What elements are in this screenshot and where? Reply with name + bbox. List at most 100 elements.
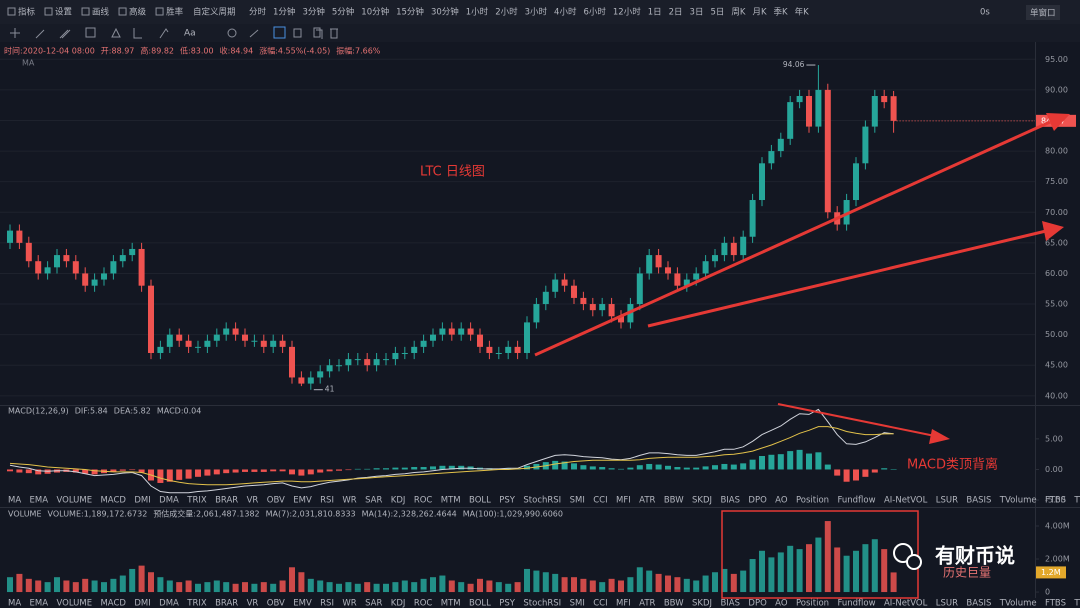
period-button[interactable]: 1分钟 [273, 7, 295, 18]
period-button[interactable]: 年K [795, 7, 810, 18]
indicator-tab[interactable]: DPO [748, 496, 767, 506]
indicator-tab[interactable]: OBV [267, 599, 285, 608]
indicator-tab[interactable]: ATR [639, 599, 655, 608]
indicator-tab[interactable]: MFI [616, 496, 631, 506]
indicator-tab[interactable]: PSY [499, 496, 516, 506]
indicator-tab[interactable]: SKDJ [692, 496, 712, 506]
period-button[interactable]: 5日 [710, 8, 724, 18]
indicator-tab[interactable]: AO [775, 599, 788, 608]
indicator-tab[interactable]: DMA [159, 496, 179, 506]
period-button[interactable]: 15分钟 [396, 7, 424, 18]
indicator-tab[interactable]: AI-NetVOL [884, 496, 928, 506]
period-button[interactable]: 6小时 [583, 7, 606, 18]
indicator-tab[interactable]: FTBS [1045, 496, 1066, 506]
period-button[interactable]: 3分钟 [302, 7, 324, 18]
indicator-tab[interactable]: KDJ [391, 599, 406, 608]
indicator-tab[interactable]: SAR [365, 496, 382, 506]
indicator-tab[interactable]: MTM [441, 496, 461, 506]
period-button[interactable]: 2日 [669, 8, 683, 18]
indicator-tab[interactable]: DMA [159, 599, 179, 608]
indicator-tab[interactable]: SKDJ [692, 599, 712, 608]
indicator-tab[interactable]: StochRSI [523, 599, 561, 608]
toolbar-icon[interactable] [118, 7, 127, 16]
toolbar-item[interactable]: 指标 [18, 7, 36, 18]
indicator-tab[interactable]: BBW [664, 496, 684, 506]
indicator-tab[interactable]: EMA [30, 496, 49, 506]
period-button[interactable]: 季K [774, 7, 789, 18]
drawing-tools[interactable] [10, 26, 338, 39]
custom-period[interactable]: 自定义周期 [193, 7, 236, 18]
indicator-tab[interactable]: BASIS [966, 496, 991, 506]
indicator-tab[interactable]: TRIX [186, 599, 207, 608]
toolbar-icon[interactable] [7, 7, 16, 16]
indicator-tab[interactable]: Fundflow [837, 599, 875, 608]
indicator-tab[interactable]: MA [8, 496, 21, 506]
indicator-tab[interactable]: MACD [100, 496, 126, 506]
indicator-tab[interactable]: SMI [570, 496, 585, 506]
toolbar-item[interactable]: 胜率 [166, 7, 184, 18]
indicator-tab[interactable]: TTSI [1073, 496, 1080, 506]
period-button[interactable]: 30分钟 [431, 7, 459, 18]
indicator-tab[interactable]: DPO [748, 599, 767, 608]
period-button[interactable]: 分时 [249, 7, 267, 18]
indicator-tab[interactable]: SAR [365, 599, 382, 608]
period-button[interactable]: 1小时 [466, 7, 489, 18]
period-button[interactable]: 10分钟 [361, 7, 389, 18]
indicator-tab[interactable]: MTM [441, 599, 461, 608]
indicator-tab[interactable]: MACD [100, 599, 126, 608]
indicator-tab[interactable]: BRAR [215, 599, 238, 608]
toolbar-icon[interactable] [81, 7, 90, 16]
indicator-tab[interactable]: BOLL [469, 599, 491, 608]
indicator-tab[interactable]: ROC [414, 599, 433, 608]
indicator-tab[interactable]: FTBS [1045, 599, 1066, 608]
toolbar-item[interactable]: 画线 [92, 7, 110, 18]
period-button[interactable]: 3小时 [525, 7, 548, 18]
period-button[interactable]: 12小时 [613, 7, 641, 18]
indicator-tab[interactable]: RSI [320, 496, 334, 506]
indicator-tab[interactable]: ATR [639, 496, 655, 506]
period-button[interactable]: 2小时 [495, 7, 518, 18]
indicator-tab[interactable]: WR [342, 599, 356, 608]
indicator-tab[interactable]: TRIX [186, 496, 207, 506]
indicator-tab[interactable]: KDJ [391, 496, 406, 506]
indicator-tab[interactable]: BIAS [720, 496, 740, 506]
period-button[interactable]: 5分钟 [332, 7, 354, 18]
window-button-bg[interactable] [1026, 5, 1060, 20]
indicator-tab[interactable]: WR [342, 496, 356, 506]
indicator-tab[interactable]: LSUR [936, 599, 958, 608]
toolbar-icon[interactable] [44, 7, 53, 16]
indicator-tab[interactable]: TVolume [999, 599, 1037, 608]
text-tool[interactable]: Aa [184, 29, 196, 39]
indicator-tab[interactable]: BIAS [720, 599, 740, 608]
indicator-tab[interactable]: CCI [593, 599, 607, 608]
indicator-tab[interactable]: TVolume [999, 496, 1037, 506]
indicator-tab[interactable]: EMV [293, 599, 312, 608]
period-button[interactable]: 1日 [648, 8, 662, 18]
indicator-tab[interactable]: MFI [616, 599, 631, 608]
indicator-tab[interactable]: LSUR [936, 496, 958, 506]
indicator-tab[interactable]: EMA [30, 599, 49, 608]
period-button[interactable]: 4小时 [554, 7, 577, 18]
toolbar-icon[interactable] [155, 7, 164, 16]
toolbar-item[interactable]: 设置 [55, 7, 73, 18]
window-button[interactable]: 单窗口 [1030, 8, 1056, 19]
indicator-tab[interactable]: VOLUME [56, 599, 92, 608]
indicator-tab[interactable]: BRAR [215, 496, 238, 506]
toolbar-item[interactable]: 高级 [129, 7, 147, 18]
indicator-tab[interactable]: BBW [664, 599, 684, 608]
indicator-tab[interactable]: EMV [293, 496, 312, 506]
indicator-tab[interactable]: DMI [134, 496, 150, 506]
indicator-tab[interactable]: StochRSI [523, 496, 561, 506]
indicator-tab[interactable]: Position [796, 496, 829, 506]
indicator-tab[interactable]: CCI [593, 496, 607, 506]
indicator-tab[interactable]: VR [247, 599, 259, 608]
indicator-tab[interactable]: OBV [267, 496, 285, 506]
indicator-tab[interactable]: VR [247, 496, 259, 506]
indicator-tab[interactable]: Position [796, 599, 829, 608]
indicator-tab[interactable]: DMI [134, 599, 150, 608]
period-button[interactable]: 月K [752, 8, 767, 18]
indicator-tab[interactable]: ROC [414, 496, 433, 506]
indicator-tab[interactable]: SMI [570, 599, 585, 608]
indicator-tab[interactable]: BASIS [966, 599, 991, 608]
indicator-tab[interactable]: AO [775, 496, 788, 506]
